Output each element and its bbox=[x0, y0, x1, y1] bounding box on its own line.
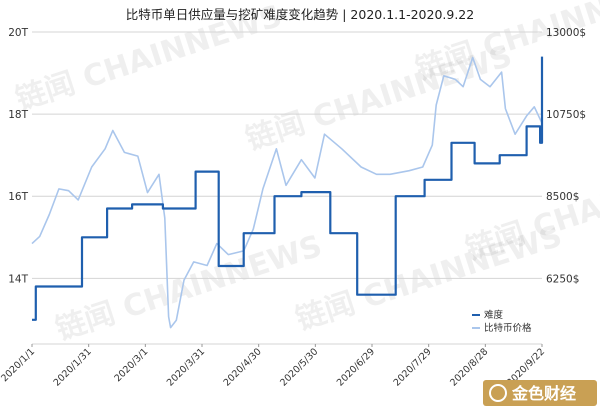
watermark-text: 链闻 CHAINNEWS bbox=[52, 229, 327, 348]
right-tick-label: 13000$ bbox=[546, 27, 586, 39]
logo-mark-icon bbox=[489, 384, 507, 402]
series-layer bbox=[31, 56, 544, 329]
legend-label-price: 比特币价格 bbox=[484, 322, 532, 334]
difficulty-line bbox=[32, 56, 544, 321]
x-axis: 2020/1/1 2020/1/31 2020/3/1 2020/3/31 2020/4… bbox=[0, 344, 547, 389]
left-tick-label: 18T bbox=[8, 109, 28, 121]
x-tick-label: 2020/7/29 bbox=[392, 346, 434, 388]
x-tick-label: 2020/6/29 bbox=[335, 346, 377, 388]
x-tick-label: 2020/3/31 bbox=[165, 346, 207, 388]
right-tick-label: 6250$ bbox=[546, 273, 579, 285]
x-tick-label: 2020/1/31 bbox=[52, 346, 94, 388]
price-line bbox=[31, 56, 543, 329]
chart-title: 比特币单日供应量与挖矿难度变化趋势 | 2020.1.1-2020.9.22 bbox=[126, 7, 474, 22]
legend-label-difficulty: 难度 bbox=[484, 309, 504, 321]
x-tick-label: 2020/4/30 bbox=[222, 346, 264, 388]
left-tick-label: 16T bbox=[8, 191, 28, 203]
x-tick-label: 2020/1/1 bbox=[0, 346, 37, 384]
right-tick-label: 8500$ bbox=[546, 191, 579, 203]
left-tick-label: 14T bbox=[8, 273, 28, 285]
left-tick-label: 20T bbox=[8, 27, 28, 39]
x-tick-label: 2020/3/1 bbox=[113, 346, 151, 384]
logo-text: 金色财经 bbox=[511, 384, 576, 403]
logo-background bbox=[483, 380, 597, 406]
right-axis: 13000$ 10750$ 8500$ 6250$ bbox=[546, 27, 586, 285]
x-tick-label: 2020/5/30 bbox=[278, 346, 320, 388]
legend: 难度 比特币价格 bbox=[472, 309, 532, 334]
logo: 金色财经 bbox=[483, 380, 597, 406]
right-tick-label: 10750$ bbox=[546, 109, 586, 121]
left-axis: 20T 18T 16T 14T bbox=[8, 27, 28, 285]
